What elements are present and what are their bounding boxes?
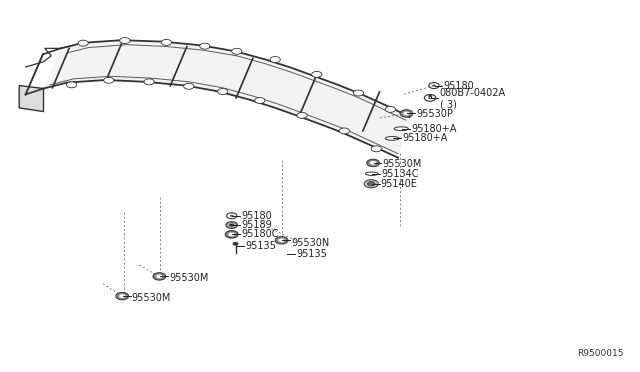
Circle shape <box>297 112 307 118</box>
Ellipse shape <box>385 137 399 140</box>
Text: 95530M: 95530M <box>383 159 422 169</box>
Text: 95180+A: 95180+A <box>411 124 456 134</box>
Circle shape <box>400 110 413 117</box>
Text: 95189: 95189 <box>241 220 272 230</box>
Text: 080B7-0402A
( 3): 080B7-0402A ( 3) <box>440 88 506 109</box>
Circle shape <box>228 232 235 236</box>
Circle shape <box>67 82 77 88</box>
Circle shape <box>403 112 410 115</box>
Circle shape <box>200 43 210 49</box>
Text: 95140E: 95140E <box>381 179 418 189</box>
Circle shape <box>370 161 376 165</box>
Text: 95180C: 95180C <box>241 230 279 239</box>
Text: R9500015: R9500015 <box>577 349 624 358</box>
Ellipse shape <box>394 127 408 131</box>
Circle shape <box>233 242 238 245</box>
Circle shape <box>153 273 166 280</box>
Circle shape <box>364 180 378 188</box>
Circle shape <box>225 231 238 238</box>
Circle shape <box>104 77 114 83</box>
Circle shape <box>232 48 242 54</box>
Circle shape <box>275 237 288 244</box>
Circle shape <box>144 79 154 85</box>
Text: 95530M: 95530M <box>169 273 209 283</box>
Circle shape <box>255 97 265 103</box>
Circle shape <box>78 40 88 46</box>
Ellipse shape <box>365 172 378 176</box>
Circle shape <box>119 294 125 298</box>
Circle shape <box>156 275 163 278</box>
Circle shape <box>367 182 375 186</box>
Text: 95180: 95180 <box>241 211 272 221</box>
Circle shape <box>226 222 237 228</box>
Circle shape <box>278 238 285 242</box>
Polygon shape <box>44 40 410 158</box>
Text: 95180+A: 95180+A <box>402 134 447 143</box>
Text: 95180: 95180 <box>444 81 474 90</box>
Circle shape <box>353 90 364 96</box>
Circle shape <box>116 292 129 300</box>
Circle shape <box>429 83 439 89</box>
Circle shape <box>270 57 280 62</box>
Text: 95530P: 95530P <box>416 109 453 119</box>
Circle shape <box>371 146 381 152</box>
Circle shape <box>218 89 228 94</box>
Circle shape <box>230 215 234 217</box>
Circle shape <box>229 224 234 227</box>
Circle shape <box>367 159 380 167</box>
Circle shape <box>385 106 396 112</box>
Text: B: B <box>428 95 433 100</box>
Text: 95135: 95135 <box>296 250 327 259</box>
Circle shape <box>424 94 436 101</box>
Circle shape <box>339 128 349 134</box>
Circle shape <box>312 71 322 77</box>
Text: 95530M: 95530M <box>132 294 172 303</box>
Circle shape <box>432 84 436 87</box>
Circle shape <box>120 38 130 44</box>
Text: 95135: 95135 <box>245 241 276 250</box>
Circle shape <box>161 39 172 45</box>
Polygon shape <box>19 86 44 112</box>
Circle shape <box>184 83 194 89</box>
Text: 95134C: 95134C <box>381 169 419 179</box>
Text: 95530N: 95530N <box>291 238 330 248</box>
Circle shape <box>227 213 237 219</box>
